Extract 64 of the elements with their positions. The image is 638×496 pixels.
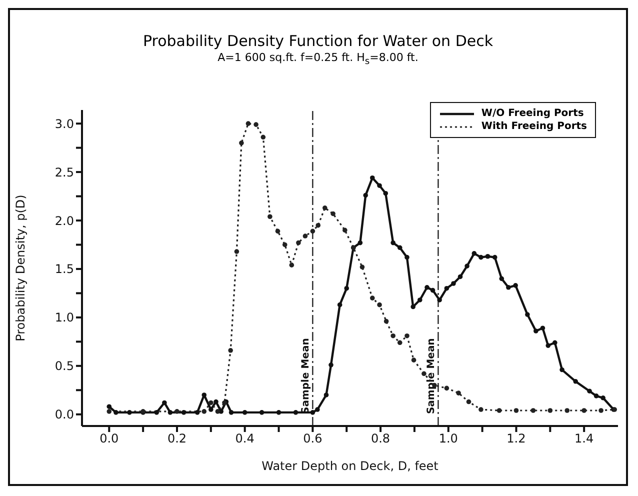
point [106, 409, 112, 414]
point [228, 348, 233, 353]
point [275, 228, 280, 234]
y-axis-title: Probability Density, p(D) [13, 194, 28, 342]
legend-label: W/O Freeing Ports [481, 107, 584, 120]
point [456, 390, 461, 396]
point [370, 296, 375, 300]
point [215, 409, 220, 414]
point [548, 408, 553, 413]
y-tick-label: 3.0 [54, 116, 74, 131]
x-tick-label: 0.4 [235, 432, 254, 446]
point [496, 408, 502, 413]
x-tick-label: 0.0 [100, 432, 119, 446]
x-tick-label: 0.6 [303, 432, 322, 446]
point [260, 134, 266, 140]
point [444, 386, 450, 391]
y-tick-label: 0.0 [54, 408, 74, 422]
point [208, 400, 214, 406]
x-tick-label: 0.2 [167, 432, 187, 446]
point [174, 409, 180, 414]
point [239, 140, 244, 146]
point [564, 408, 570, 413]
x-tick-label: 1.4 [574, 432, 594, 446]
x-tick-label: 1.2 [506, 432, 526, 446]
point [422, 371, 426, 376]
y-tick-label: 1.5 [54, 262, 74, 276]
point [254, 122, 258, 127]
point [514, 408, 519, 413]
point [411, 358, 416, 362]
legend-label: With Freeing Ports [481, 120, 587, 133]
y-tick-label: 2.5 [54, 165, 74, 180]
point [598, 408, 604, 413]
point [404, 333, 410, 338]
point [384, 318, 389, 324]
point [582, 408, 586, 413]
x-axis-title: Water Depth on Deck, D, feet [262, 459, 439, 473]
ref-line-label: Sample Mean [426, 338, 438, 414]
point [390, 333, 396, 338]
point [360, 264, 365, 270]
point [268, 214, 272, 220]
x-tick-label: 1.0 [438, 432, 458, 446]
point [330, 211, 336, 216]
point [322, 206, 328, 210]
chart-title: Probability Density Function for Water on Deck [142, 32, 494, 50]
point [289, 262, 294, 268]
point [296, 240, 301, 246]
point [282, 242, 288, 248]
y-tick-label: 2.0 [54, 214, 74, 228]
point [310, 228, 316, 234]
point [302, 234, 308, 238]
point [316, 222, 321, 228]
y-tick-label: 0.5 [54, 359, 74, 374]
point [397, 340, 402, 346]
point [478, 407, 484, 412]
y-tick-label: 1.0 [54, 310, 74, 325]
point [342, 228, 348, 233]
point [377, 302, 382, 308]
point [246, 121, 251, 126]
point [234, 249, 240, 254]
point [466, 399, 472, 404]
point [202, 409, 207, 414]
point [530, 408, 536, 413]
chart-subtitle: A=1 600 sq.ft. f=0.25 ft. H$_{s}$=8.00 ft. [216, 51, 420, 68]
x-tick-label: 0.8 [370, 432, 390, 446]
